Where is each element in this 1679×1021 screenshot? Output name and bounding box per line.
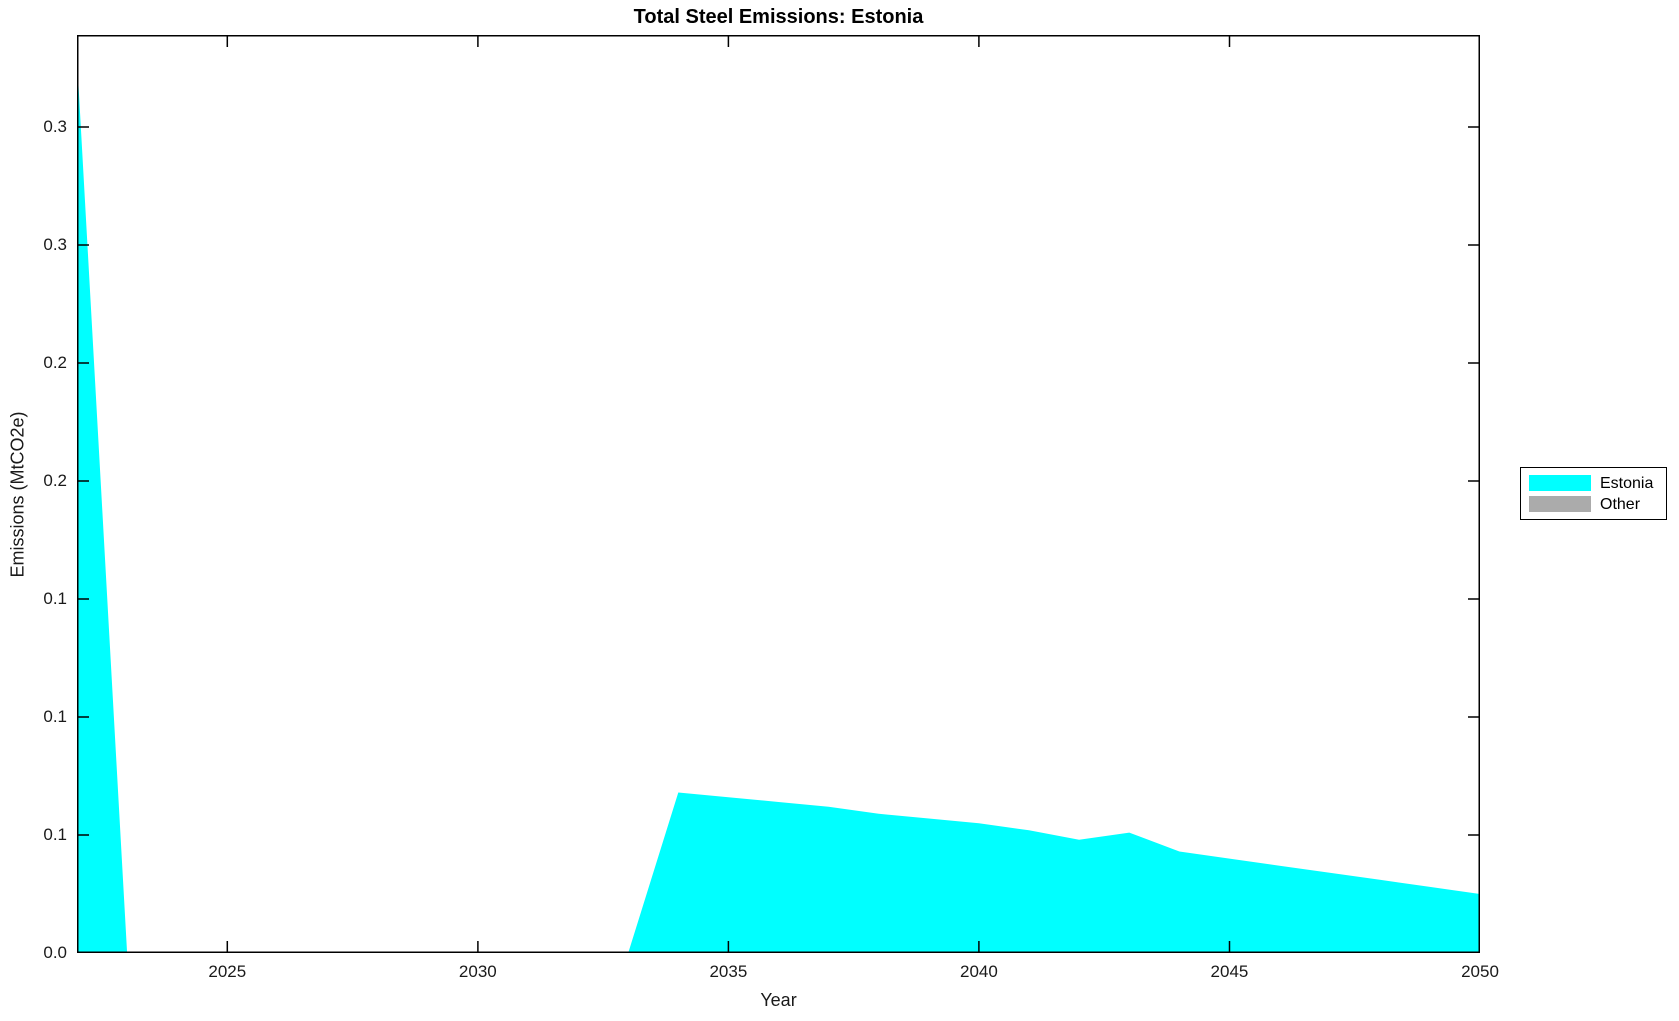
y-tick-label: 0.1 — [43, 707, 67, 726]
x-tick-label: 2040 — [960, 962, 998, 981]
y-tick-label: 0.2 — [43, 471, 67, 491]
legend-label-estonia: Estonia — [1600, 474, 1654, 492]
y-tick-label: 0.2 — [43, 353, 67, 373]
estonia-swatch — [1529, 475, 1591, 491]
plot-area — [77, 35, 1480, 953]
legend-item-other: Other — [1529, 496, 1666, 513]
chart-title: Total Steel Emissions: Estonia — [633, 6, 924, 28]
y-tick-label: 0.3 — [43, 235, 67, 255]
x-tick-label: 2030 — [458, 962, 497, 981]
y-tick-label: 0.0 — [43, 943, 67, 962]
plot-canvas — [77, 35, 1480, 953]
y-tick-label: 0.1 — [43, 825, 67, 844]
x-axis-label: Year — [760, 990, 797, 1010]
y-tick-label: 0.3 — [43, 117, 67, 137]
legend: Estonia Other — [1520, 467, 1667, 520]
y-axis-label: Emissions (MtCO2e) — [7, 411, 28, 578]
x-tick-label: 2045 — [1210, 962, 1249, 981]
legend-item-estonia: Estonia — [1529, 475, 1666, 492]
x-tick-label: 2025 — [208, 962, 247, 981]
x-tick-label: 2050 — [1461, 962, 1499, 981]
y-tick-label: 0.1 — [43, 589, 67, 608]
x-tick-label: 2035 — [709, 962, 748, 981]
other-swatch — [1529, 496, 1591, 512]
legend-label-other: Other — [1600, 495, 1641, 513]
estonia-area — [77, 58, 1480, 953]
